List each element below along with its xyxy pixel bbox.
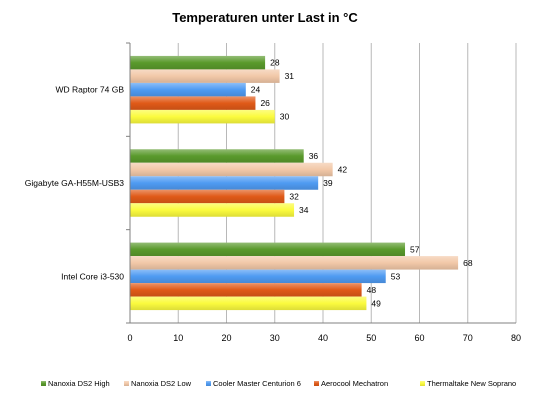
bar bbox=[130, 109, 275, 124]
bar bbox=[130, 162, 333, 177]
bar bbox=[130, 69, 280, 83]
data-label: 39 bbox=[323, 178, 333, 188]
bar bbox=[130, 296, 367, 311]
x-tick-label: 40 bbox=[318, 333, 328, 343]
x-tick-label: 50 bbox=[366, 333, 376, 343]
legend-swatch bbox=[314, 381, 319, 386]
data-label: 34 bbox=[299, 205, 309, 215]
axes: 0 10 20 30 40 50 60 70 80 WD Raptor 74 GB Gigabyte… bbox=[25, 42, 521, 343]
legend-label: Cooler Master Centurion 6 bbox=[213, 379, 301, 388]
data-label: 24 bbox=[251, 85, 261, 95]
bar bbox=[130, 176, 319, 190]
legend-label: Aerocool Mechatron bbox=[321, 379, 388, 388]
bar bbox=[130, 283, 362, 297]
bar bbox=[130, 82, 246, 97]
data-label: 26 bbox=[260, 98, 270, 108]
data-label: 68 bbox=[463, 258, 473, 268]
x-tick-label: 20 bbox=[221, 333, 231, 343]
legend-label: Thermaltake New Soprano bbox=[427, 379, 516, 388]
bar bbox=[130, 256, 459, 270]
data-label: 49 bbox=[371, 298, 381, 308]
data-label: 32 bbox=[289, 192, 299, 202]
data-label: 30 bbox=[280, 112, 290, 122]
legend-swatch bbox=[124, 381, 129, 386]
data-label: 36 bbox=[309, 151, 319, 161]
x-tick-label: 60 bbox=[414, 333, 424, 343]
chart-title: Temperaturen unter Last in °C bbox=[172, 10, 358, 25]
legend-swatch bbox=[420, 381, 425, 386]
bar bbox=[130, 242, 406, 257]
bar bbox=[130, 269, 386, 284]
x-tick-label: 70 bbox=[463, 333, 473, 343]
bar bbox=[130, 149, 304, 163]
legend-label: Nanoxia DS2 Low bbox=[131, 379, 192, 388]
data-label: 53 bbox=[391, 271, 401, 281]
legend-label: Nanoxia DS2 High bbox=[48, 379, 110, 388]
data-label: 48 bbox=[367, 285, 377, 295]
x-tick-label: 10 bbox=[173, 333, 183, 343]
category-label: WD Raptor 74 GB bbox=[56, 85, 125, 95]
data-label: 42 bbox=[338, 165, 348, 175]
category-label: Intel Core i3-530 bbox=[61, 271, 124, 281]
bar bbox=[130, 96, 256, 110]
data-label: 28 bbox=[270, 58, 280, 68]
x-tick-label: 0 bbox=[127, 333, 132, 343]
x-tick-label: 80 bbox=[511, 333, 521, 343]
x-tick-label: 30 bbox=[270, 333, 280, 343]
data-label: 57 bbox=[410, 244, 420, 254]
data-label: 31 bbox=[285, 71, 295, 81]
bar bbox=[130, 189, 285, 204]
legend-swatch bbox=[206, 381, 211, 386]
bars bbox=[130, 55, 459, 311]
legend-swatch bbox=[41, 381, 46, 386]
legend: Nanoxia DS2 High Nanoxia DS2 Low Cooler Ma… bbox=[41, 379, 516, 388]
category-label: Gigabyte GA-H55M-USB3 bbox=[25, 178, 124, 188]
bar bbox=[130, 203, 295, 217]
bar bbox=[130, 55, 266, 70]
